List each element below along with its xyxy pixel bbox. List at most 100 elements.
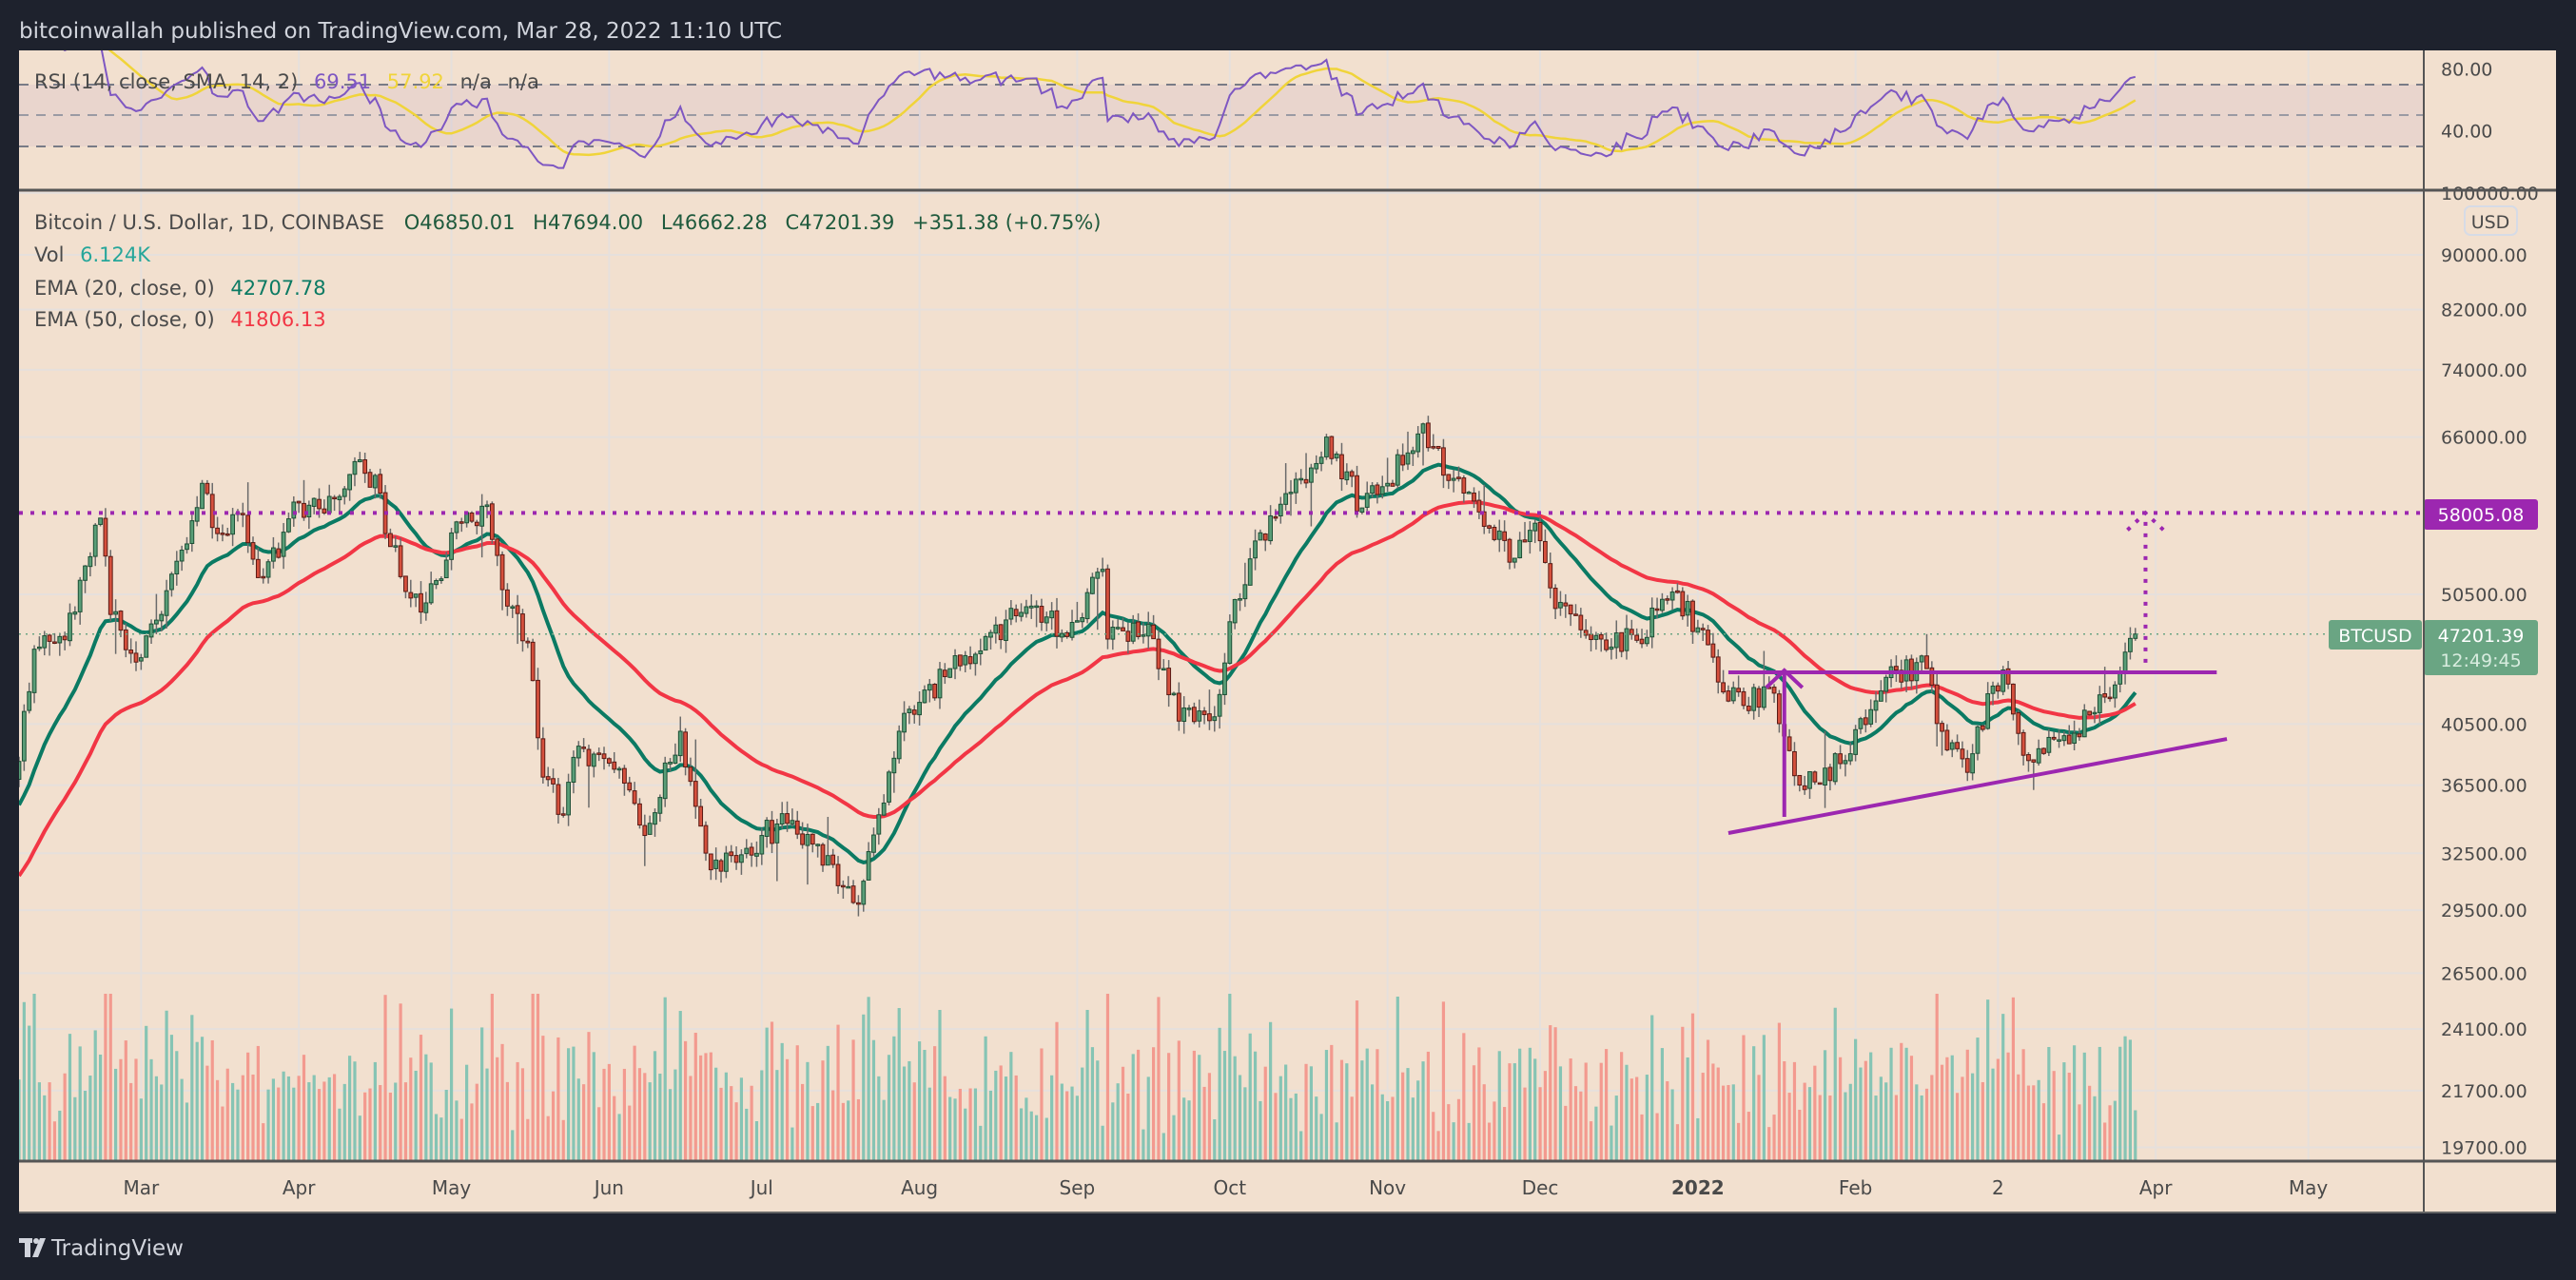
volume-bar bbox=[78, 1046, 82, 1160]
candle-body bbox=[713, 859, 719, 869]
candle-body bbox=[2020, 731, 2026, 756]
volume-bar bbox=[597, 1107, 601, 1160]
candle bbox=[428, 572, 434, 605]
symbol-tag: BTCUSD bbox=[2338, 626, 2411, 647]
candle-body bbox=[245, 514, 251, 544]
candle bbox=[718, 858, 724, 883]
ascending-trendline[interactable] bbox=[1727, 737, 2228, 835]
volume-bar bbox=[1909, 1056, 1914, 1160]
candle bbox=[1573, 604, 1578, 616]
candle-body bbox=[276, 548, 282, 558]
candle-body bbox=[2036, 747, 2041, 764]
volume-bar bbox=[1681, 1026, 1685, 1160]
candle bbox=[1838, 745, 1843, 769]
last-price-label: 47201.39 bbox=[2438, 626, 2525, 647]
volume-bar bbox=[383, 995, 387, 1160]
candle-body bbox=[1405, 452, 1411, 465]
candle bbox=[1059, 629, 1064, 643]
price-pane[interactable] bbox=[17, 416, 2424, 1160]
candle-body bbox=[1624, 628, 1630, 651]
volume-bar bbox=[678, 1011, 682, 1160]
price-axis[interactable]: 100000.00 90000.00 82000.00 74000.00 66000.0… bbox=[2441, 184, 2539, 1159]
volume-bar bbox=[1075, 1096, 1079, 1160]
candle-body bbox=[1858, 718, 1864, 729]
candle-body bbox=[439, 578, 444, 581]
time-axis[interactable]: Mar Apr May Jun Jul Aug Sep Oct Nov Dec 2022 Feb 2 Ap… bbox=[123, 1176, 2328, 1199]
volume-bar bbox=[1727, 1084, 1730, 1160]
candle-body bbox=[1675, 590, 1680, 593]
volume-bar bbox=[236, 1089, 240, 1160]
volume-bar bbox=[332, 1074, 337, 1160]
candle bbox=[1115, 618, 1121, 630]
volume-bar bbox=[658, 1073, 662, 1160]
volume-bar bbox=[2026, 1085, 2031, 1160]
currency-badge[interactable] bbox=[2464, 205, 2518, 236]
volume-bar bbox=[154, 1076, 158, 1160]
time-tick-label: Jun bbox=[593, 1176, 624, 1199]
candle bbox=[703, 821, 709, 862]
volume-bar bbox=[1339, 1059, 1344, 1160]
candle bbox=[174, 551, 180, 586]
volume-bar bbox=[52, 1121, 57, 1160]
candle-body bbox=[1843, 760, 1848, 765]
candle bbox=[1039, 598, 1044, 631]
candle bbox=[1298, 469, 1304, 485]
volume-bar bbox=[902, 1066, 907, 1160]
candle-body bbox=[1838, 753, 1843, 765]
candle bbox=[1771, 684, 1777, 703]
candle bbox=[515, 594, 520, 645]
volume-bar bbox=[1528, 1047, 1532, 1160]
volume-bar bbox=[1432, 1112, 1435, 1160]
candle bbox=[988, 630, 993, 650]
candle bbox=[627, 776, 633, 793]
candle-body bbox=[1492, 526, 1497, 540]
volume-bar bbox=[1447, 1104, 1451, 1160]
candle-body bbox=[1258, 532, 1263, 541]
volume-bar bbox=[968, 1088, 972, 1160]
rsi-axis[interactable]: 80.00 40.00 bbox=[2441, 59, 2492, 142]
candle bbox=[1288, 479, 1294, 516]
volume-bar bbox=[312, 1075, 316, 1160]
candle-body bbox=[1746, 706, 1751, 711]
candle-body bbox=[952, 655, 958, 669]
ema20-legend: EMA (20, close, 0) 42707.78 bbox=[34, 277, 326, 300]
candle bbox=[144, 635, 149, 658]
candle-body bbox=[820, 844, 826, 866]
candle bbox=[1665, 595, 1670, 605]
volume-bar bbox=[516, 1061, 519, 1160]
candle bbox=[983, 634, 988, 651]
low-value: L46662.28 bbox=[661, 211, 768, 234]
volume-bar bbox=[2017, 1074, 2020, 1160]
candle bbox=[474, 519, 479, 534]
volume-bar bbox=[754, 1120, 759, 1160]
volume-bar bbox=[88, 1076, 92, 1160]
candle bbox=[1461, 475, 1467, 503]
change-value: +351.38 (+0.75%) bbox=[912, 211, 1101, 234]
candle-body bbox=[2102, 693, 2108, 698]
volume-bar bbox=[958, 1088, 962, 1160]
candle-body bbox=[1420, 423, 1426, 434]
volume-bar bbox=[373, 1061, 377, 1160]
candle bbox=[1517, 532, 1523, 559]
rsi-pane[interactable] bbox=[19, 38, 2424, 169]
candle-body bbox=[662, 762, 668, 800]
candle bbox=[576, 741, 581, 767]
candle-body bbox=[200, 482, 205, 510]
volume-bar bbox=[1828, 1096, 1832, 1160]
candle-body bbox=[72, 611, 78, 615]
candle bbox=[449, 528, 454, 571]
candle bbox=[1730, 681, 1736, 705]
candle-body bbox=[1761, 686, 1766, 708]
volume-bar bbox=[2098, 1046, 2101, 1160]
candle-body bbox=[454, 521, 459, 533]
candle-body bbox=[520, 613, 525, 642]
candle bbox=[77, 576, 83, 625]
volume-bar bbox=[1380, 1094, 1384, 1160]
candle-body bbox=[1665, 598, 1670, 601]
tradingview-logo[interactable]: TradingView bbox=[19, 1236, 184, 1261]
candle bbox=[332, 495, 337, 512]
candle-body bbox=[27, 690, 32, 711]
volume-bar bbox=[1035, 1115, 1039, 1160]
candle-body bbox=[988, 631, 993, 638]
